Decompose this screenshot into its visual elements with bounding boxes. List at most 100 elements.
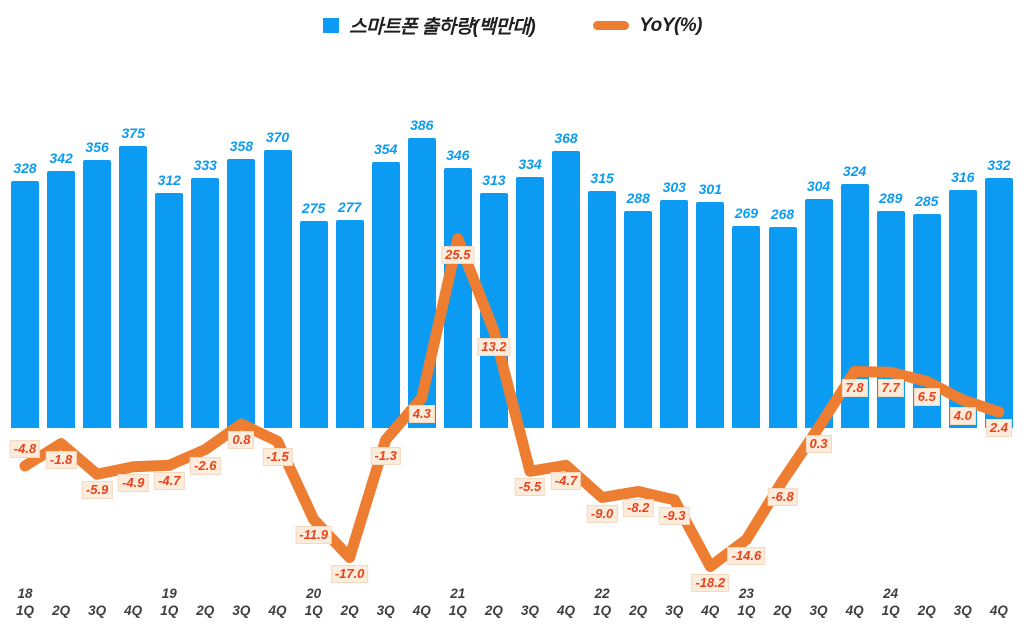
bar-value-label: 285 <box>915 192 939 209</box>
yoy-value-label: -4.9 <box>117 473 149 492</box>
x-axis-quarter-label: 4Q <box>989 603 1008 618</box>
x-axis-quarter-label: 1Q <box>448 603 467 618</box>
bar-value-label: 288 <box>626 190 650 207</box>
bar-value-label: 386 <box>410 116 434 133</box>
x-axis-quarter-label: 2Q <box>52 603 71 618</box>
x-axis-year-label: 22 <box>594 586 610 601</box>
bar <box>11 181 39 428</box>
x-axis-quarter-label: 3Q <box>520 603 539 618</box>
bar-value-label: 346 <box>446 146 470 163</box>
yoy-value-label: 4.3 <box>408 404 435 423</box>
bar-value-label: 303 <box>662 179 686 196</box>
x-axis-quarter-label: 3Q <box>953 603 972 618</box>
bar-value-label: 304 <box>806 178 831 195</box>
yoy-value-label: -4.7 <box>154 472 185 491</box>
yoy-value-label: 25.5 <box>441 245 475 264</box>
x-axis-quarter-label: 4Q <box>124 603 143 618</box>
bar <box>155 193 184 428</box>
x-axis-quarter-label: 2Q <box>196 603 215 618</box>
legend-item-yoy: YoY(%) <box>593 14 703 37</box>
x-axis-year-label: 19 <box>161 586 177 601</box>
x-axis-quarter-label: 2Q <box>484 603 503 618</box>
bar-series-swatch-icon <box>322 18 339 33</box>
bar-value-label: 275 <box>301 200 326 217</box>
bar-value-label: 324 <box>842 163 867 180</box>
bar-value-label: 313 <box>482 171 506 188</box>
x-axis-quarter-label: 2Q <box>340 603 359 618</box>
yoy-value-label: -4.7 <box>550 472 582 491</box>
x-axis-quarter-label: 4Q <box>556 603 575 618</box>
x-axis-year-label: 21 <box>450 586 466 601</box>
x-axis-quarter-label: 4Q <box>412 603 431 618</box>
x-axis-quarter-label: 1Q <box>593 603 612 618</box>
bar <box>516 176 544 428</box>
yoy-value-label: -9.3 <box>659 506 690 525</box>
bar-value-label: 289 <box>879 189 903 206</box>
yoy-value-label: -1.8 <box>45 450 77 469</box>
bar <box>443 167 472 428</box>
x-axis-quarter-label: 2Q <box>773 603 792 618</box>
yoy-value-label: -8.2 <box>622 498 654 517</box>
legend-item-shipments: 스마트폰 출하량(백만대) <box>322 12 536 39</box>
bar <box>588 191 617 428</box>
x-axis-quarter-label: 2Q <box>917 603 936 618</box>
x-axis-year-label: 20 <box>306 586 322 601</box>
bar <box>299 221 328 428</box>
legend-label-yoy: YoY(%) <box>639 14 703 36</box>
bar-value-label: 334 <box>518 155 542 172</box>
bar-value-label: 342 <box>49 149 73 166</box>
x-axis-quarter-label: 1Q <box>304 603 323 618</box>
x-axis-quarter-label: 1Q <box>160 603 179 618</box>
bar <box>479 192 508 428</box>
yoy-value-label: -14.6 <box>727 546 766 565</box>
yoy-value-label: 7.7 <box>877 379 904 398</box>
bar-value-label: 269 <box>734 204 759 221</box>
yoy-value-label: 0.8 <box>228 431 255 449</box>
yoy-value-label: -1.3 <box>370 446 401 465</box>
bar <box>83 160 112 428</box>
yoy-value-label: -2.6 <box>190 456 221 475</box>
x-axis-quarter-label: 4Q <box>701 603 720 618</box>
bar <box>335 219 364 428</box>
bar <box>552 151 580 428</box>
x-axis-year-label: 23 <box>738 586 754 601</box>
yoy-value-label: -5.5 <box>514 478 546 497</box>
bar-value-label: 333 <box>193 156 217 173</box>
legend-label-shipments: 스마트폰 출하량(백만대) <box>348 17 536 38</box>
bar-value-label: 332 <box>987 157 1011 174</box>
yoy-value-label: -6.8 <box>767 488 798 506</box>
bar <box>948 190 977 428</box>
x-axis-quarter-label: 2Q <box>629 603 648 618</box>
x-axis-quarter-label: 3Q <box>809 603 828 618</box>
x-axis-quarter-label: 1Q <box>881 603 900 618</box>
yoy-value-label: -9.0 <box>586 504 618 523</box>
bar-value-label: 316 <box>951 169 975 186</box>
x-axis-quarter-label: 1Q <box>15 603 34 618</box>
bar <box>804 199 833 428</box>
bar-value-label: 328 <box>13 160 37 177</box>
x-axis-quarter-label: 4Q <box>268 603 287 618</box>
bar <box>47 170 76 428</box>
yoy-value-label: -5.9 <box>81 481 113 500</box>
bar-value-label: 312 <box>157 172 181 189</box>
yoy-value-label: -11.9 <box>295 526 332 545</box>
bar <box>263 149 292 428</box>
yoy-value-label: -17.0 <box>330 564 369 583</box>
x-axis-quarter-label: 4Q <box>845 603 864 618</box>
x-axis-quarter-label: 3Q <box>232 603 251 618</box>
bar-value-label: 268 <box>770 205 795 222</box>
bar-value-label: 354 <box>374 140 398 157</box>
x-axis-quarter-label: 3Q <box>665 603 684 618</box>
bar-value-label: 356 <box>85 139 109 156</box>
bar <box>984 178 1013 428</box>
bar <box>227 158 256 428</box>
bar <box>696 201 725 428</box>
bar <box>732 225 761 428</box>
bar-value-label: 301 <box>698 180 722 197</box>
x-axis-quarter-label: 3Q <box>88 603 107 618</box>
bar-value-label: 315 <box>590 170 614 187</box>
bar-value-label: 370 <box>265 128 290 145</box>
yoy-value-label: 2.4 <box>985 419 1012 437</box>
yoy-value-label: 4.0 <box>949 407 976 425</box>
